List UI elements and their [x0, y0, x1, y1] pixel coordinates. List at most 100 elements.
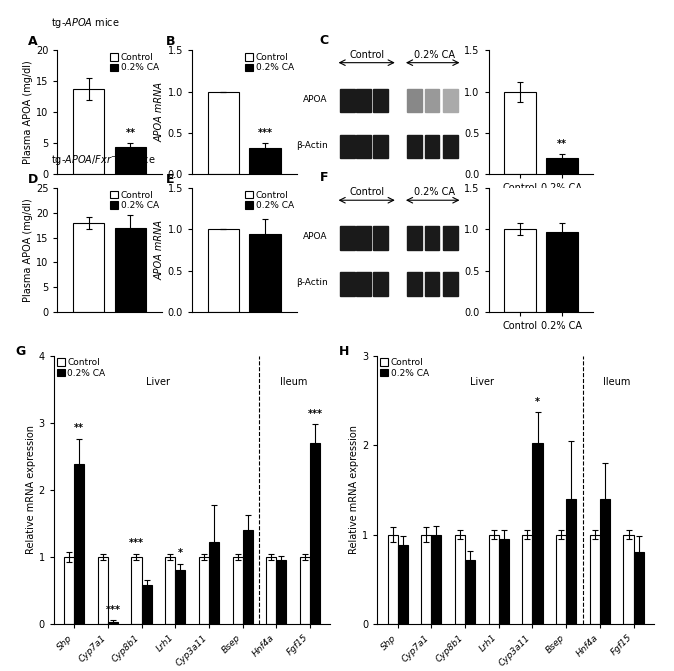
- Legend: Control, 0.2% CA: Control, 0.2% CA: [244, 52, 295, 73]
- Bar: [455, 535, 465, 624]
- Legend: Control, 0.2% CA: Control, 0.2% CA: [109, 52, 160, 73]
- Bar: [115, 147, 146, 174]
- Bar: [425, 272, 439, 296]
- Bar: [276, 560, 286, 624]
- Bar: [504, 229, 536, 312]
- Bar: [499, 539, 509, 624]
- Bar: [443, 135, 458, 158]
- Text: Control: Control: [349, 187, 384, 197]
- Bar: [407, 135, 422, 158]
- Text: ***: ***: [129, 538, 144, 548]
- Text: E: E: [166, 173, 175, 186]
- Text: β-Actin: β-Actin: [296, 141, 328, 150]
- Bar: [600, 499, 610, 624]
- Bar: [249, 234, 281, 312]
- Y-axis label: Plasma APOA (mg/dl): Plasma APOA (mg/dl): [23, 60, 33, 164]
- Legend: Control, 0.2% CA: Control, 0.2% CA: [244, 190, 295, 211]
- Bar: [407, 226, 422, 250]
- Bar: [443, 272, 458, 296]
- Bar: [131, 557, 142, 624]
- Text: Liver: Liver: [146, 377, 171, 387]
- Text: B: B: [166, 36, 175, 48]
- Bar: [407, 89, 422, 113]
- Bar: [165, 557, 175, 624]
- Bar: [208, 92, 239, 174]
- Bar: [199, 557, 209, 624]
- Text: ***: ***: [105, 605, 121, 615]
- Legend: Control, 0.2% CA: Control, 0.2% CA: [379, 358, 430, 378]
- Bar: [504, 92, 536, 174]
- Text: F: F: [319, 171, 328, 185]
- Text: APOA: APOA: [303, 232, 328, 242]
- Bar: [398, 546, 408, 624]
- Text: A: A: [28, 36, 38, 48]
- Bar: [340, 226, 355, 250]
- Bar: [465, 560, 475, 624]
- Bar: [108, 622, 118, 624]
- Text: G: G: [16, 345, 26, 358]
- Bar: [425, 226, 439, 250]
- Bar: [634, 552, 644, 624]
- Text: β-Actin: β-Actin: [296, 278, 328, 287]
- Bar: [373, 89, 388, 113]
- Bar: [266, 557, 276, 624]
- Bar: [310, 443, 320, 624]
- Text: ***: ***: [307, 409, 323, 419]
- Bar: [98, 557, 108, 624]
- Bar: [373, 272, 388, 296]
- Bar: [73, 89, 104, 174]
- Text: **: **: [125, 128, 135, 138]
- Bar: [243, 530, 253, 624]
- Bar: [388, 535, 398, 624]
- Bar: [209, 542, 219, 624]
- Text: ***: ***: [257, 128, 273, 138]
- Text: **: **: [557, 139, 567, 149]
- Bar: [142, 585, 152, 624]
- Y-axis label: APOA mRNA: APOA mRNA: [155, 220, 165, 280]
- Bar: [590, 535, 600, 624]
- Y-axis label: Relative intensity: Relative intensity: [452, 207, 462, 293]
- Bar: [233, 557, 243, 624]
- Bar: [73, 223, 104, 312]
- Bar: [443, 226, 458, 250]
- Bar: [340, 135, 355, 158]
- Text: Ileum: Ileum: [280, 377, 307, 387]
- Bar: [373, 135, 388, 158]
- Bar: [356, 272, 371, 296]
- Y-axis label: Relative mRNA expression: Relative mRNA expression: [349, 425, 359, 554]
- Bar: [623, 535, 634, 624]
- Text: Ileum: Ileum: [603, 377, 630, 387]
- Text: Control: Control: [349, 50, 384, 60]
- Bar: [431, 535, 441, 624]
- Bar: [566, 499, 576, 624]
- Legend: Control, 0.2% CA: Control, 0.2% CA: [56, 358, 106, 378]
- Bar: [356, 89, 371, 113]
- Bar: [208, 229, 239, 312]
- Bar: [64, 557, 74, 624]
- Bar: [74, 464, 84, 624]
- Bar: [249, 148, 281, 174]
- Bar: [175, 570, 185, 624]
- Text: 0.2% CA: 0.2% CA: [414, 50, 454, 60]
- Bar: [546, 158, 578, 174]
- Bar: [356, 226, 371, 250]
- Bar: [300, 557, 310, 624]
- Text: Liver: Liver: [470, 377, 494, 387]
- Text: 0.2% CA: 0.2% CA: [414, 187, 454, 197]
- Text: *: *: [178, 548, 183, 558]
- Bar: [340, 89, 355, 113]
- Bar: [421, 535, 431, 624]
- Bar: [340, 272, 355, 296]
- Y-axis label: Relative intensity: Relative intensity: [452, 70, 462, 155]
- Y-axis label: Plasma APOA (mg/dl): Plasma APOA (mg/dl): [23, 198, 33, 302]
- Bar: [546, 231, 578, 312]
- Legend: Control, 0.2% CA: Control, 0.2% CA: [109, 190, 160, 211]
- Text: *: *: [535, 397, 540, 407]
- Bar: [356, 135, 371, 158]
- Text: APOA: APOA: [303, 95, 328, 104]
- Bar: [407, 272, 422, 296]
- Bar: [443, 89, 458, 113]
- Text: tg-$\it{APOA}$ mice: tg-$\it{APOA}$ mice: [51, 16, 119, 30]
- Bar: [489, 535, 499, 624]
- Bar: [556, 535, 566, 624]
